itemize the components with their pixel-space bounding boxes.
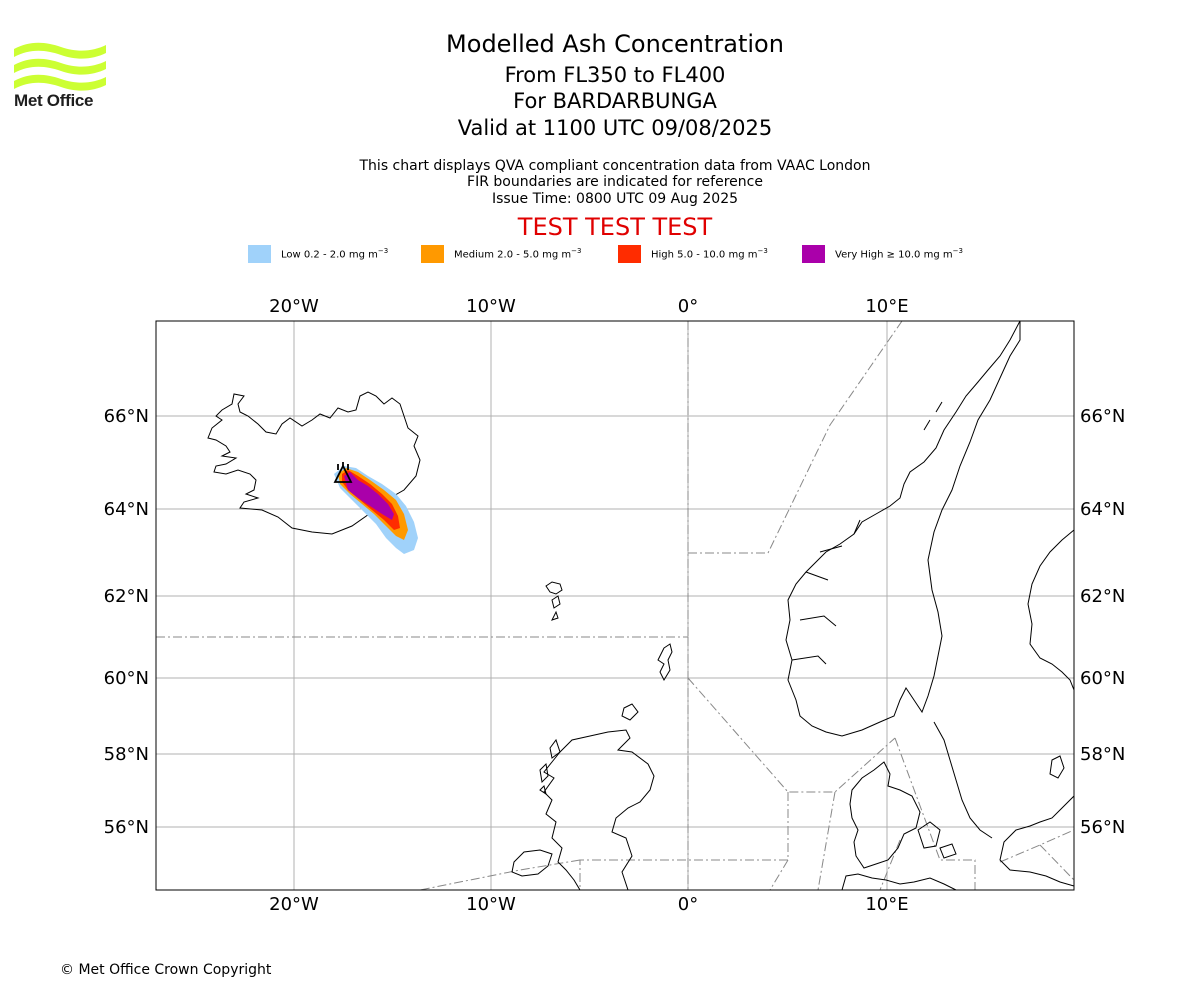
coastline-denmark-islands [917, 821, 957, 859]
lon-label-top-10e: 10°E [865, 296, 908, 317]
coastline-ireland [511, 849, 553, 877]
coastline-sweden [1027, 529, 1074, 691]
lat-label-right-62n: 62°N [1080, 586, 1125, 607]
test-banner: TEST TEST TEST [517, 213, 713, 241]
subtitle-description: This chart displays QVA compliant concen… [359, 158, 871, 174]
lat-label-left-56n: 56°N [104, 817, 149, 838]
coastline-gotland [1049, 755, 1065, 779]
fir-boundary-norway-west [688, 321, 903, 554]
ash-plume [334, 466, 418, 554]
flight-level-range: From FL350 to FL400 [504, 63, 726, 87]
coastline-hebrides [539, 738, 561, 796]
coastline-denmark [849, 761, 921, 869]
subtitle-fir-note: FIR boundaries are indicated for referen… [467, 174, 763, 190]
fir-boundary-north-sea [687, 677, 896, 793]
lat-label-left-64n: 64°N [104, 499, 149, 520]
lon-label-bottom-10w: 10°W [466, 894, 516, 915]
lat-label-left-62n: 62°N [104, 586, 149, 607]
legend-item-low: Low 0.2 - 2.0 mg m−3 [248, 244, 388, 264]
coastlines [207, 321, 1074, 890]
legend-unit-exp-high: −3 [757, 247, 768, 256]
lon-label-bottom-0: 0° [678, 894, 698, 915]
legend-item-high: High 5.0 - 10.0 mg m−3 [618, 244, 768, 264]
lon-label-top-0: 0° [678, 296, 698, 317]
legend-item-medium: Medium 2.0 - 5.0 mg m−3 [421, 244, 581, 264]
map-frame [155, 320, 1075, 891]
lat-label-right-58n: 58°N [1080, 744, 1125, 765]
fir-boundary-ireland [419, 859, 581, 890]
copyright-notice: © Met Office Crown Copyright [60, 962, 272, 978]
ash-very-high [344, 472, 394, 520]
fir-boundary-se2 [879, 839, 901, 890]
coastline-scotland [543, 729, 655, 890]
lon-label-top-20w: 20°W [269, 296, 319, 317]
coastline-orkney [621, 703, 639, 721]
volcano-marker [333, 462, 353, 483]
legend-item-very-high: Very High ≥ 10.0 mg m−3 [802, 244, 963, 264]
valid-time: Valid at 1100 UTC 09/08/2025 [457, 116, 773, 140]
coastline-faroe [545, 581, 563, 621]
volcano-name: For BARDARBUNGA [513, 89, 717, 113]
legend-swatch-very-high [802, 245, 825, 263]
legend-swatch-medium [421, 245, 444, 263]
fir-boundary-baltic2 [1039, 844, 1074, 881]
coastline-sweden-west [933, 721, 993, 839]
lat-label-left-58n: 58°N [104, 744, 149, 765]
lon-label-bottom-10e: 10°E [865, 894, 908, 915]
legend-label-very-high: Very High ≥ 10.0 mg m [835, 249, 953, 261]
lat-label-left-66n: 66°N [104, 406, 149, 427]
fir-boundary-uk-east [579, 792, 789, 890]
fir-boundary-baltic1 [999, 829, 1074, 863]
met-office-logo [14, 42, 106, 91]
lat-label-left-60n: 60°N [104, 668, 149, 689]
issue-time: Issue Time: 0800 UTC 09 Aug 2025 [491, 191, 739, 207]
coastline-iceland [207, 391, 421, 535]
coastline-norway [785, 321, 1021, 737]
legend-unit-exp-very-high: −3 [952, 247, 963, 256]
chart-title: Modelled Ash Concentration [446, 30, 784, 58]
legend-swatch-high [618, 245, 641, 263]
fir-boundary-denmark [894, 737, 976, 890]
met-office-logo-text: Met Office [14, 91, 94, 110]
legend-unit-exp-medium: −3 [571, 247, 582, 256]
legend-label-low: Low 0.2 - 2.0 mg m [281, 249, 378, 261]
legend-unit-exp-low: −3 [377, 247, 389, 256]
coastline-sweden-south [999, 795, 1074, 887]
lat-label-right-60n: 60°N [1080, 668, 1125, 689]
coastline-shetland [657, 643, 673, 682]
lon-label-top-10w: 10°W [466, 296, 516, 317]
coastline-germany [841, 873, 957, 890]
lat-label-right-56n: 56°N [1080, 817, 1125, 838]
fir-boundary-se1 [817, 791, 836, 890]
legend-label-high: High 5.0 - 10.0 mg m [651, 249, 758, 261]
legend-label-medium: Medium 2.0 - 5.0 mg m [454, 249, 572, 261]
lat-label-right-64n: 64°N [1080, 499, 1125, 520]
legend-swatch-low [248, 245, 271, 263]
fir-boundary-sw1 [769, 859, 789, 890]
coastline-norway-fjords [791, 401, 943, 665]
lon-label-bottom-20w: 20°W [269, 894, 319, 915]
lat-label-right-66n: 66°N [1080, 406, 1125, 427]
